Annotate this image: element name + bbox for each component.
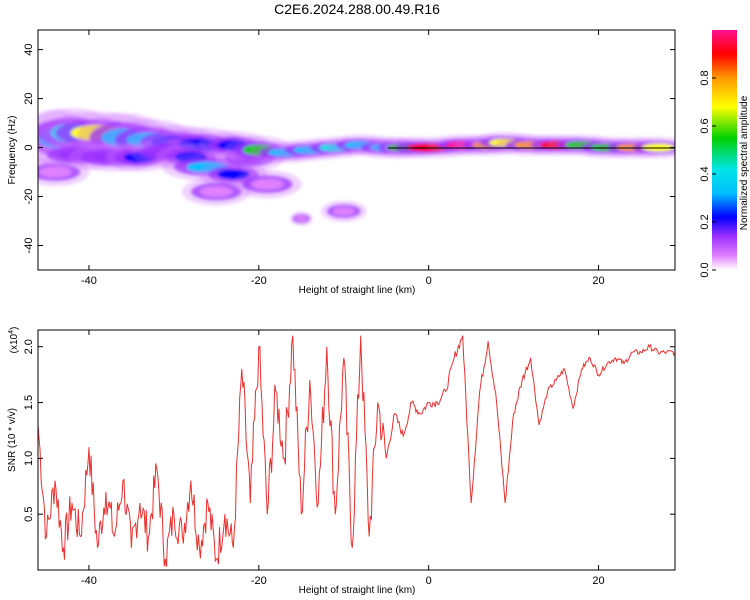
snr-multiplier-exponent: 4 bbox=[8, 330, 15, 334]
spectrogram-y-tick-label: 0 bbox=[23, 144, 35, 150]
spectrogram-blob bbox=[333, 207, 355, 216]
snr-x-ticks: -40 -20 0 20 bbox=[81, 330, 605, 587]
snr-x-tick-label: -20 bbox=[251, 575, 267, 587]
spectrogram-frame bbox=[37, 29, 676, 271]
snr-y-multiplier: (x104) bbox=[8, 327, 20, 354]
colorbar: 0.0 0.2 0.4 0.6 0.8 Normalized spectral ampl… bbox=[699, 30, 750, 278]
snr-y-ticks: 0.5 1.0 1.5 2.0 bbox=[23, 339, 675, 522]
spectrogram-x-ticks: -40 -20 0 20 bbox=[81, 30, 605, 287]
spectrogram-y-tick-label: 40 bbox=[23, 43, 35, 55]
spectrogram-x-tick-label: -40 bbox=[81, 275, 97, 287]
spectrogram-panel: -40 -20 0 20 40 20 0 -20 -40 Height of straight… bbox=[7, 29, 676, 296]
snr-y-tick-label: 0.5 bbox=[23, 507, 35, 522]
snr-plot-area bbox=[38, 330, 675, 570]
spectrogram-y-tick-label: 20 bbox=[23, 92, 35, 104]
spectrogram-y-ticks: 40 20 0 -20 -40 bbox=[23, 43, 675, 253]
snr-x-tick-label: -40 bbox=[81, 575, 97, 587]
spectrogram-blob bbox=[38, 166, 72, 178]
svg-text:(x104): (x104) bbox=[8, 327, 20, 354]
spectrogram-y-axis-label: Frequency (Hz) bbox=[7, 116, 18, 185]
spectrogram-blob bbox=[200, 186, 233, 197]
colorbar-tick-label: 0.2 bbox=[699, 214, 711, 229]
snr-x-tick-label: 20 bbox=[592, 575, 604, 587]
spectrogram-y-tick-label: -40 bbox=[23, 238, 35, 254]
snr-y-axis-label: SNR (10 * v/v) bbox=[7, 408, 18, 472]
snr-series-line bbox=[38, 335, 675, 567]
spectrogram-x-tick-label: -20 bbox=[251, 275, 267, 287]
colorbar-tick-label: 0.6 bbox=[699, 118, 711, 133]
snr-frame bbox=[37, 329, 676, 571]
snr-y-tick-label: 1.5 bbox=[23, 395, 35, 410]
colorbar-label: Normalized spectral amplitude bbox=[739, 95, 750, 230]
snr-x-axis-label: Height of straight line (km) bbox=[299, 585, 416, 596]
snr-y-tick-label: 1.0 bbox=[23, 451, 35, 466]
spectrogram-x-tick-label: 0 bbox=[426, 275, 432, 287]
snr-multiplier-base: (x10 bbox=[9, 333, 20, 353]
spectrogram-blob bbox=[295, 215, 307, 222]
spectrogram-blob bbox=[251, 178, 284, 190]
snr-x-tick-label: 0 bbox=[426, 575, 432, 587]
colorbar-ticks: 0.0 0.2 0.4 0.6 0.8 bbox=[699, 70, 716, 278]
spectrogram-heatmap bbox=[38, 108, 675, 226]
spectrogram-y-tick-label: -20 bbox=[23, 189, 35, 205]
colorbar-gradient bbox=[712, 30, 737, 270]
colorbar-tick-label: 0.0 bbox=[699, 262, 711, 277]
spectrogram-x-tick-label: 20 bbox=[592, 275, 604, 287]
snr-panel: -40 -20 0 20 0.5 1.0 1.5 2.0 Height of straigh… bbox=[7, 327, 676, 596]
chart-title: C2E6.2024.288.00.49.R16 bbox=[274, 1, 440, 17]
colorbar-tick-label: 0.8 bbox=[699, 70, 711, 85]
snr-y-tick-label: 2.0 bbox=[23, 339, 35, 354]
spectrogram-x-axis-label: Height of straight line (km) bbox=[299, 285, 416, 296]
colorbar-tick-label: 0.4 bbox=[699, 166, 711, 181]
